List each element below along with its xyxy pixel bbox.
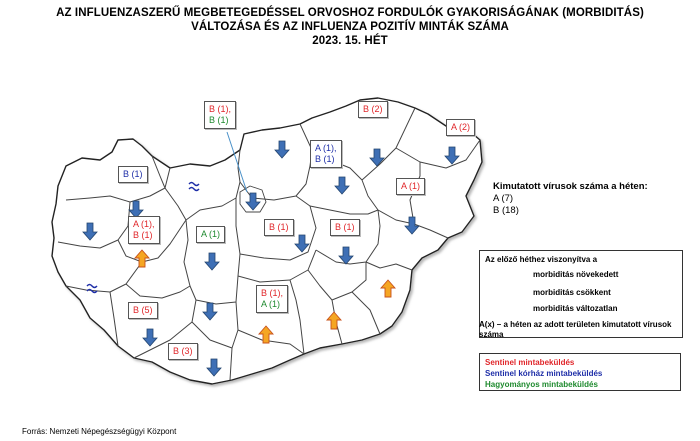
legend-traditional: Hagyományos mintabeküldés [485, 380, 598, 389]
region-label-line: B (1) [269, 222, 289, 232]
region-label-line: B (1) [335, 222, 355, 232]
map-title-week: 2023. 15. HÉT [312, 35, 388, 47]
virus-summary-b: B (18) [493, 205, 519, 216]
region-label-pest: B (1) [264, 219, 294, 236]
region-label-veszpr-m: A (1), B (1) [128, 216, 160, 244]
region-label-line: A (1), [315, 143, 337, 153]
region-label-line: A (1), [133, 219, 155, 229]
region-label-line: B (1) [123, 169, 143, 179]
region-label-baranya: B (3) [168, 343, 198, 360]
region-label-line: B (1), [261, 288, 284, 298]
region-label-line: B (1) [209, 115, 229, 125]
region-label-borsod-aba-j-zempl-n: B (2) [358, 101, 388, 118]
legend-heading: Az előző héthez viszonyítva a [485, 255, 598, 264]
region-label-line: A (1) [401, 181, 421, 191]
legend-unchanged: morbiditás változatlan [533, 304, 618, 313]
county-borders [57, 107, 481, 381]
legend-sentinel: Sentinel mintabeküldés [485, 358, 575, 367]
region-label-somogy: B (5) [128, 302, 158, 319]
virus-summary: Kimutatott vírusok száma a héten: A (7) … [493, 181, 648, 217]
legend-note: A(x) – a héten az adott területen kimuta… [479, 320, 672, 339]
region-label-line: B (1) [315, 154, 335, 164]
region-label-b-cs-kiskun: B (1), A (1) [256, 285, 289, 313]
region-label-line: A (1) [261, 299, 281, 309]
budapest-leader-line [226, 131, 248, 193]
sample-source-legend: Sentinel mintabeküldés Sentinel kórház m… [479, 353, 681, 391]
legend-increase: morbiditás növekedett [533, 270, 619, 279]
map-title-line1: AZ INFLUENZASZERŰ MEGBETEGEDÉSSEL ORVOSH… [56, 7, 644, 19]
region-label-szabolcs-szatm-r-bereg: A (2) [446, 119, 476, 136]
region-label-gy-r-moson-sopron: B (1) [118, 166, 148, 183]
map-title-line2: VÁLTOZÁSA ÉS AZ INFLUENZA POZITÍV MINTÁK… [191, 21, 509, 33]
region-label-line: A (2) [451, 122, 471, 132]
region-label-line: B (1), [209, 104, 232, 114]
region-label-line: B (5) [133, 305, 153, 315]
region-label-line: A (1) [201, 229, 221, 239]
trend-legend: Az előző héthez viszonyítva a morbiditás… [479, 250, 683, 338]
region-label-line: B (2) [363, 104, 383, 114]
region-label-budapest: B (1), B (1) [204, 101, 237, 129]
legend-sentinel-hospital: Sentinel kórház mintabeküldés [485, 369, 603, 378]
region-label-line: B (3) [173, 346, 193, 356]
virus-summary-heading: Kimutatott vírusok száma a héten: [493, 181, 648, 192]
region-label-line: B (1) [133, 230, 153, 240]
region-label-n-gr-d: A (1), B (1) [310, 140, 342, 168]
legend-decrease: morbiditás csökkent [533, 288, 611, 297]
region-label-hajd-bihar: A (1) [396, 178, 426, 195]
region-label-j-sz-nagykun-szolnok: B (1) [330, 219, 360, 236]
region-label-fej-r: A (1) [196, 226, 226, 243]
source-credit: Forrás: Nemzeti Népegészségügyi Központ [22, 427, 177, 436]
virus-summary-a: A (7) [493, 193, 514, 204]
